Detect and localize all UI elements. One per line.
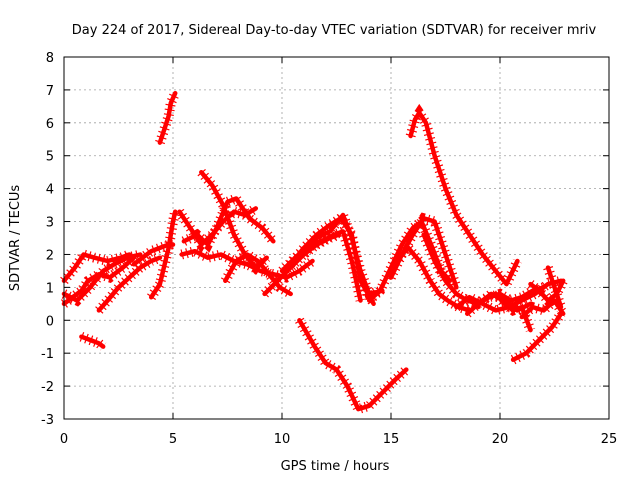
series-markers xyxy=(510,310,566,365)
axis-ticks: 0 5 10 15 20 25 -3 -2 -1 0 1 2 3 4 5 6 7 8 xyxy=(41,51,617,447)
series-t7 xyxy=(155,90,180,145)
x-tick-label: 10 xyxy=(274,432,291,447)
series-line xyxy=(157,90,178,145)
series-markers xyxy=(386,212,462,289)
series-markers xyxy=(220,248,294,299)
series-markers xyxy=(61,249,142,307)
x-tick-label: 5 xyxy=(169,432,177,447)
y-tick-label: -2 xyxy=(41,380,54,395)
series-t1 xyxy=(60,248,132,284)
series-markers xyxy=(60,248,132,284)
series-t30 xyxy=(518,292,568,321)
series-t6 xyxy=(79,332,107,351)
y-tick-label: 3 xyxy=(46,216,54,231)
series-t14 xyxy=(261,230,341,298)
series-t3 xyxy=(61,249,143,307)
x-tick-label: 20 xyxy=(492,432,509,447)
series-t18 xyxy=(295,317,410,416)
series-line xyxy=(199,169,269,270)
y-tick-label: 0 xyxy=(46,314,54,329)
y-tick-label: 8 xyxy=(46,51,54,66)
series-t8 xyxy=(147,209,181,300)
series-t4 xyxy=(95,253,163,314)
x-tick-label: 0 xyxy=(60,432,68,447)
y-tick-label: 4 xyxy=(46,183,54,198)
series-markers xyxy=(180,245,316,283)
y-tick-label: 2 xyxy=(46,248,54,263)
series-markers xyxy=(147,210,181,300)
series-t11 xyxy=(197,169,271,275)
series-markers xyxy=(491,290,536,332)
series-t9 xyxy=(179,245,316,283)
y-tick-label: 6 xyxy=(46,117,54,132)
series-line xyxy=(408,110,520,287)
series-markers xyxy=(286,211,378,307)
series-t27 xyxy=(510,310,566,365)
series-markers xyxy=(197,169,271,275)
series-markers xyxy=(95,253,162,314)
plot-frame xyxy=(63,56,610,420)
y-axis-label: SDTVAR / TECUs xyxy=(8,185,23,292)
series-markers xyxy=(527,278,568,308)
x-tick-label: 25 xyxy=(601,432,618,447)
y-tick-label: 5 xyxy=(46,150,54,165)
series-t22 xyxy=(405,103,522,294)
series-markers xyxy=(181,192,278,253)
series-line xyxy=(79,334,106,349)
grid xyxy=(64,57,609,419)
x-axis-label: GPS time / hours xyxy=(281,459,390,474)
series-markers xyxy=(405,103,522,294)
series-t17 xyxy=(299,205,385,300)
data-series-group xyxy=(60,90,568,416)
series-t13 xyxy=(220,248,294,299)
series-t12 xyxy=(181,192,278,253)
y-tick-label: 1 xyxy=(46,281,54,296)
x-tick-label: 15 xyxy=(383,432,400,447)
y-tick-label: -3 xyxy=(41,413,54,428)
y-tick-label: -1 xyxy=(41,347,54,362)
series-line xyxy=(301,212,385,297)
y-tick-label: 7 xyxy=(46,84,54,99)
series-line xyxy=(297,318,409,412)
chart-title: Day 224 of 2017, Sidereal Day-to-day VTE… xyxy=(72,23,597,38)
series-markers xyxy=(518,292,568,321)
